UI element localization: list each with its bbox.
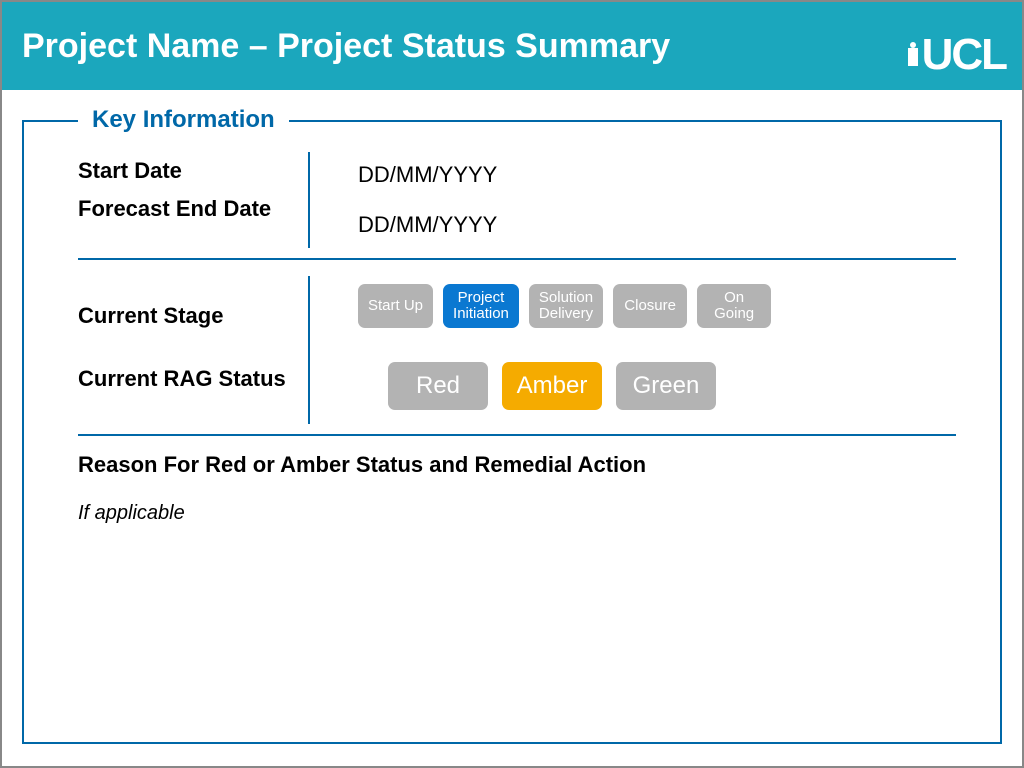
rag-pill[interactable]: Amber [502,362,602,410]
stage-pill[interactable]: Start Up [358,284,433,328]
forecast-end-date-label: Forecast End Date [78,190,308,228]
page-title: Project Name – Project Status Summary [22,27,670,66]
vertical-separator [308,276,310,424]
stage-pill-row: Start UpProject InitiationSolution Deliv… [358,284,956,328]
reason-body: If applicable [78,502,956,525]
forecast-end-date-value: DD/MM/YYYY [358,202,956,248]
key-information-panel: Key Information Start Date Forecast End … [22,120,1002,744]
stage-pill[interactable]: Project Initiation [443,284,519,328]
vertical-separator [308,152,310,248]
horizontal-separator [78,434,956,436]
current-rag-status-label: Current RAG Status [78,366,308,392]
panel-legend: Key Information [78,106,289,134]
start-date-value: DD/MM/YYYY [358,152,956,202]
horizontal-separator [78,258,956,260]
stage-pill[interactable]: Solution Delivery [529,284,603,328]
ucl-dome-icon [908,48,918,66]
ucl-logo: UCL [908,30,1006,80]
rag-pill-row: Red Amber Green [358,362,956,410]
stage-rag-section: Current Stage Current RAG Status Start U… [78,276,956,424]
rag-pill[interactable]: Green [616,362,716,410]
reason-title: Reason For Red or Amber Status and Remed… [78,452,956,478]
start-date-label: Start Date [78,152,308,190]
ucl-logo-text: UCL [922,30,1006,80]
rag-pill[interactable]: Red [388,362,488,410]
current-stage-label: Current Stage [78,303,308,329]
header-bar: Project Name – Project Status Summary UC… [2,2,1022,90]
stage-pill[interactable]: On Going [697,284,771,328]
stage-pill[interactable]: Closure [613,284,687,328]
